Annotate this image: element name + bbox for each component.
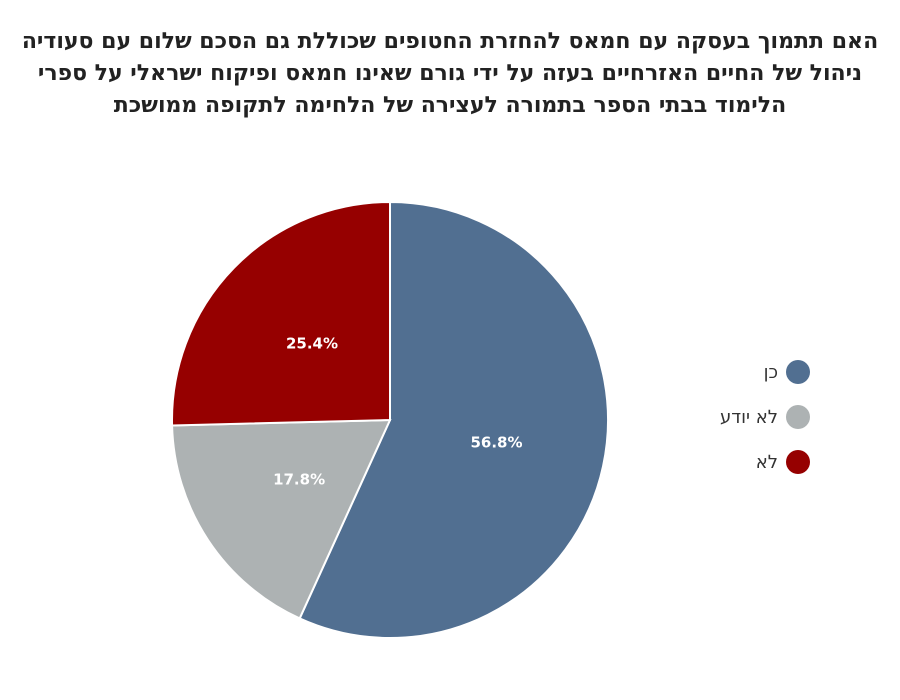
chart-legend: כן לא יודע לא (680, 360, 810, 495)
pie-slice-dont-know[interactable] (171, 418, 392, 620)
legend-swatch-no (786, 450, 810, 474)
legend-swatch-dont-know (786, 405, 810, 429)
pie-label-dont-know: 17.8% (273, 471, 325, 489)
pie-label-yes: 56.8% (470, 434, 522, 452)
pie-slice-no[interactable] (171, 200, 391, 427)
pie-slice-labels: 56.8% 17.8% 25.4% (273, 334, 522, 488)
chart-title-line: האם תתמוך בעסקה עם חמאס להחזרת החטופים ש… (21, 29, 879, 54)
pie-label-no: 25.4% (286, 334, 338, 352)
legend-label-no: לא (755, 451, 778, 473)
legend-label-dont-know: לא יודע (719, 406, 778, 428)
legend-item-dont-know[interactable]: לא יודע (680, 405, 810, 429)
pie-slice-yes[interactable] (298, 200, 610, 639)
legend-item-yes[interactable]: כן (680, 360, 810, 384)
chart-title-line: ניהול של החיים האזרחיים בעזה על ידי גורם… (37, 61, 863, 86)
chart-title-line: הלימוד בבתי הספר בתמורה לעצירה של הלחימה… (113, 93, 787, 118)
chart-title: האם תתמוך בעסקה עם חמאס להחזרת החטופים ש… (20, 26, 880, 122)
legend-item-no[interactable]: לא (680, 450, 810, 474)
legend-swatch-yes (786, 360, 810, 384)
pie-slices (171, 200, 610, 639)
legend-label-yes: כן (763, 361, 778, 383)
